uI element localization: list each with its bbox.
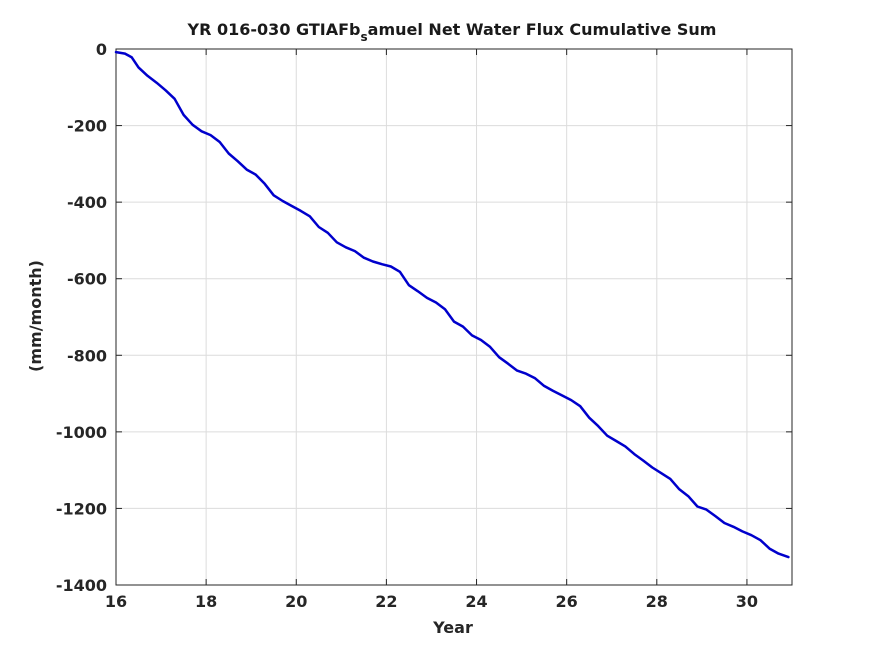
chart-title: YR 016-030 GTIAFbsamuel Net Water Flux C… — [187, 20, 717, 44]
y-tick-label: -1000 — [56, 423, 107, 442]
title-subscript: s — [361, 30, 368, 44]
y-axis-label: (mm/month) — [26, 260, 45, 372]
y-tick-label: -800 — [67, 346, 107, 365]
x-tick-label: 30 — [736, 592, 758, 611]
y-tick-label: -200 — [67, 117, 107, 136]
ticks: 16 18 20 22 24 26 28 30 0 -200 -400 -600 -800 -1000 -1… — [56, 40, 792, 611]
title-rest: amuel Net Water Flux Cumulative Sum — [368, 20, 717, 39]
x-tick-label: 24 — [465, 592, 487, 611]
y-tick-label: -1200 — [56, 499, 107, 518]
series-line — [114, 50, 790, 559]
y-tick-label: -600 — [67, 270, 107, 289]
x-tick-label: 22 — [375, 592, 397, 611]
plot-area — [115, 48, 793, 586]
title-main: YR 016-030 GTIAFb — [187, 20, 361, 39]
x-tick-label: 20 — [285, 592, 307, 611]
grid — [115, 48, 792, 586]
x-tick-label: 28 — [646, 592, 668, 611]
y-tick-label: 0 — [96, 40, 107, 59]
y-tick-label: -400 — [67, 193, 107, 212]
series — [114, 50, 790, 559]
x-tick-label: 16 — [105, 592, 127, 611]
x-axis-label: Year — [432, 618, 473, 637]
y-tick-label: -1400 — [56, 576, 107, 595]
x-tick-label: 18 — [195, 592, 217, 611]
x-tick-label: 26 — [556, 592, 578, 611]
